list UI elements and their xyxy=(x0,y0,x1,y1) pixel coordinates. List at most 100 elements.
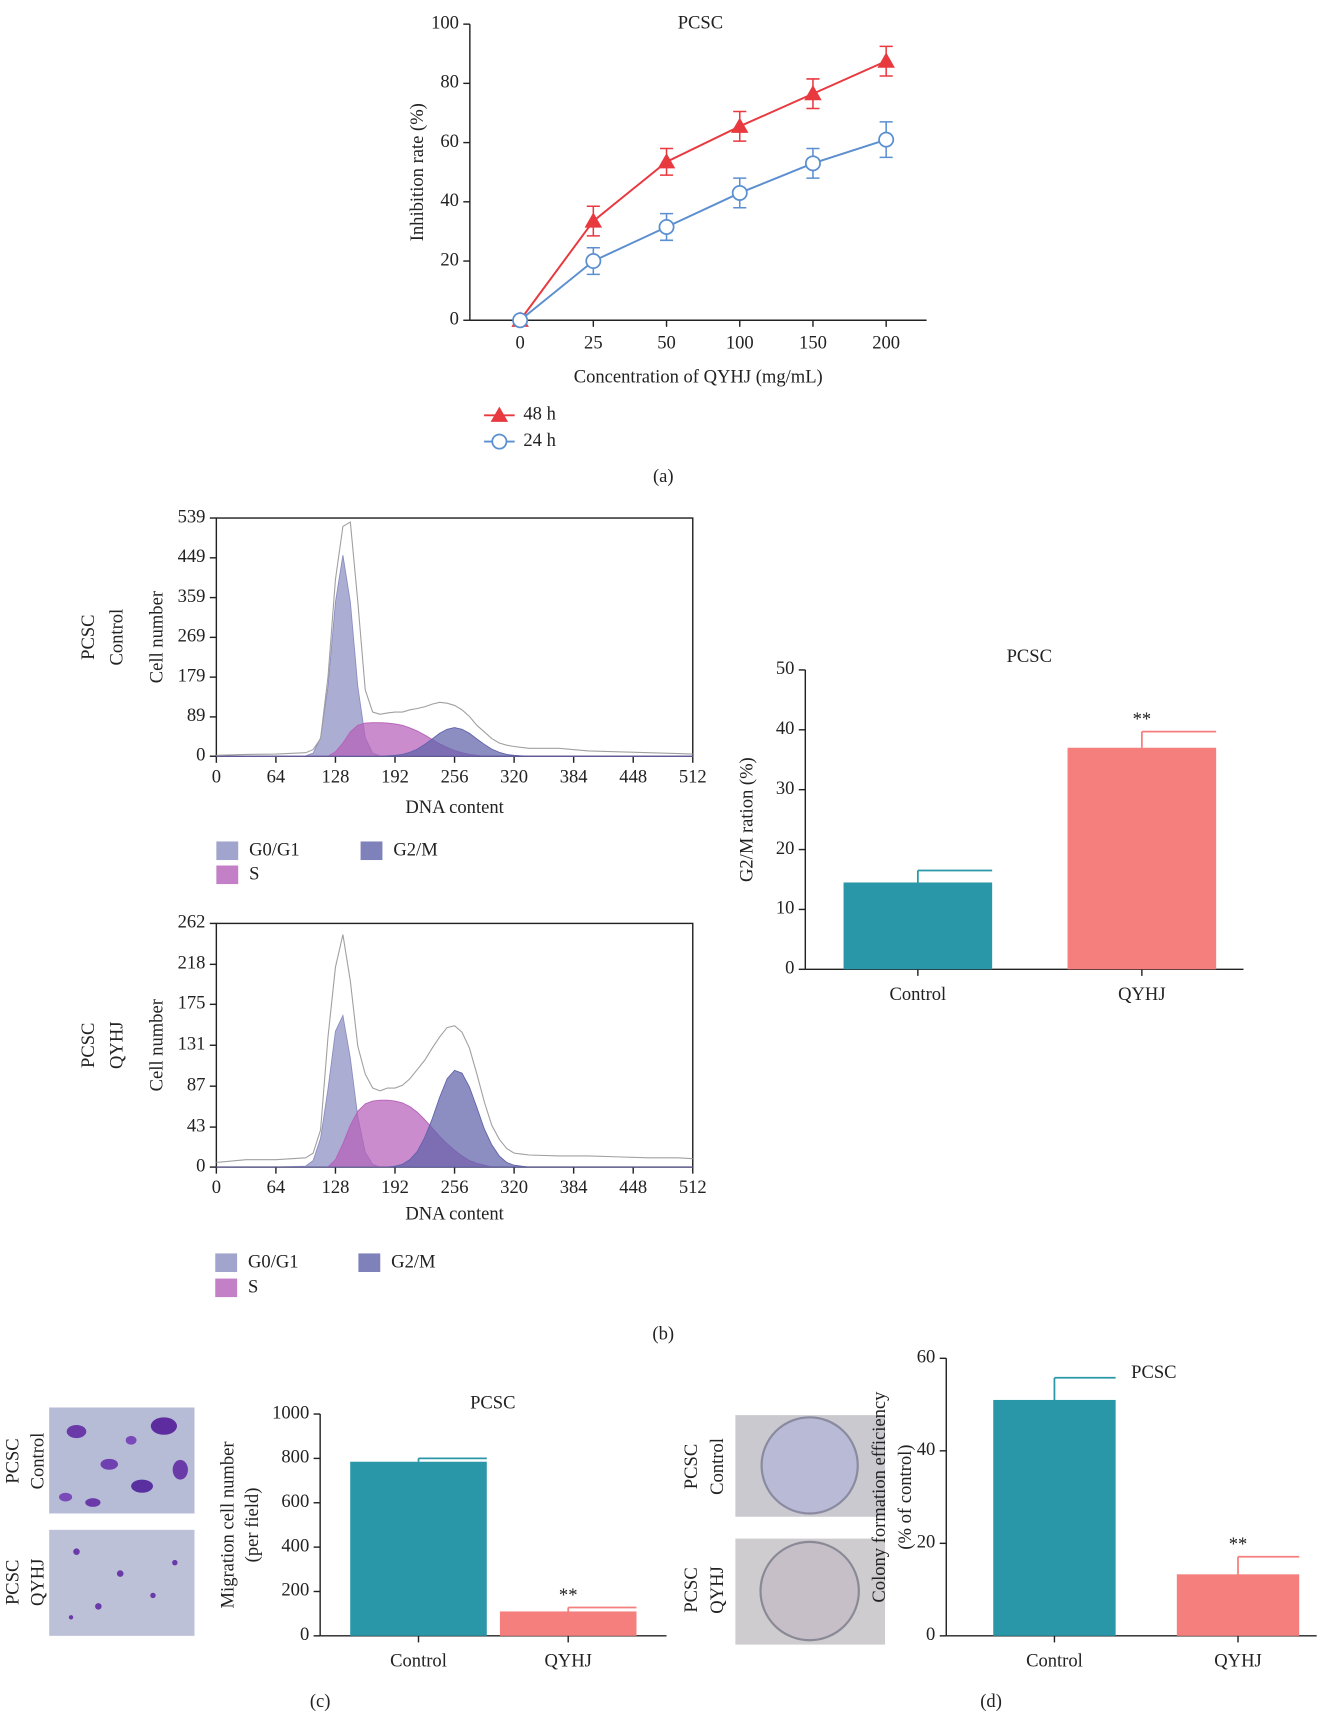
y-tick-label: 87 xyxy=(187,1074,206,1095)
error-bar xyxy=(1054,1378,1115,1400)
x-tick-label: Control xyxy=(889,984,946,1005)
legend-label: G0/G1 xyxy=(248,1252,299,1273)
x-tick-label: QYHJ xyxy=(1214,1650,1261,1671)
component-area xyxy=(216,555,692,756)
image-label: Control xyxy=(707,1438,728,1495)
point xyxy=(806,156,820,170)
y-axis-label: Migration cell number xyxy=(218,1441,239,1609)
point xyxy=(804,85,821,100)
error-bar xyxy=(1142,732,1216,748)
significance-label: ** xyxy=(1229,1534,1248,1555)
y-tick-label: 20 xyxy=(440,249,459,270)
bar xyxy=(1068,748,1217,970)
y-tick-label: 218 xyxy=(178,953,206,974)
significance-label: ** xyxy=(559,1585,578,1606)
y-tick-label: 40 xyxy=(776,718,795,739)
x-tick-label: 200 xyxy=(872,333,900,354)
y-tick-label: 175 xyxy=(178,993,206,1014)
y-tick-label: 0 xyxy=(450,309,459,330)
y-tick-label: 269 xyxy=(178,626,206,647)
caption: (c) xyxy=(310,1691,331,1712)
y-tick-label: 10 xyxy=(776,898,795,919)
bar xyxy=(993,1400,1115,1636)
legend-label: S xyxy=(248,1277,258,1298)
legend-label: G0/G1 xyxy=(249,840,300,861)
x-tick-label: QYHJ xyxy=(544,1650,591,1671)
legend-swatch xyxy=(215,1253,237,1272)
image-label: PCSC xyxy=(2,1438,23,1483)
significance-label: ** xyxy=(1133,709,1152,730)
y-tick-label: 200 xyxy=(281,1580,309,1601)
x-tick-label: 128 xyxy=(322,766,350,787)
x-tick-label: 50 xyxy=(657,333,676,354)
bar xyxy=(1177,1574,1299,1636)
x-axis-label: DNA content xyxy=(405,797,504,818)
x-tick-label: 320 xyxy=(500,766,528,787)
point xyxy=(879,133,893,147)
x-tick-label: 25 xyxy=(584,333,603,354)
x-tick-label: 384 xyxy=(560,766,588,787)
x-tick-label: 0 xyxy=(515,333,524,354)
x-tick-label: 64 xyxy=(267,766,286,787)
y-tick-label: 30 xyxy=(776,778,795,799)
x-tick-label: 128 xyxy=(322,1177,350,1198)
legend-swatch xyxy=(215,1279,237,1298)
chart-title: PCSC xyxy=(470,1392,515,1413)
chart-title: PCSC xyxy=(678,12,723,33)
legend-marker xyxy=(491,407,508,422)
component-area xyxy=(216,1070,692,1167)
x-tick-label: 256 xyxy=(441,766,469,787)
legend-label: G2/M xyxy=(391,1252,435,1273)
y-tick-label: 100 xyxy=(431,12,459,33)
y-tick-label: 40 xyxy=(440,190,459,211)
caption: (b) xyxy=(652,1324,674,1345)
migration-image-qyhj xyxy=(49,1530,194,1636)
series-line xyxy=(520,140,886,321)
y-tick-label: 80 xyxy=(440,72,459,93)
bar xyxy=(844,882,993,969)
plot-frame xyxy=(216,518,692,756)
y-axis-label: Cell number xyxy=(147,590,168,683)
x-tick-label: 256 xyxy=(441,1177,469,1198)
y-tick-label: 1000 xyxy=(272,1402,309,1423)
side-label: QYHJ xyxy=(106,1022,127,1069)
y-axis-label: Cell number xyxy=(147,998,168,1091)
y-tick-label: 60 xyxy=(440,131,459,152)
image-label: Control xyxy=(28,1433,49,1490)
x-tick-label: 448 xyxy=(619,1177,647,1198)
y-tick-label: 50 xyxy=(776,658,795,679)
legend-label: S xyxy=(249,864,259,885)
y-tick-label: 262 xyxy=(178,912,206,933)
point xyxy=(658,153,675,168)
y-tick-label: 600 xyxy=(281,1491,309,1512)
y-tick-label: 539 xyxy=(178,506,206,527)
series-line xyxy=(520,61,886,320)
y-tick-label: 20 xyxy=(776,838,795,859)
error-bar xyxy=(918,871,992,883)
point xyxy=(585,212,602,227)
y-tick-label: 400 xyxy=(281,1535,309,1556)
legend-swatch xyxy=(361,841,383,860)
legend-label: G2/M xyxy=(393,840,437,861)
y-axis-label: Colony formation efficiency xyxy=(869,1391,890,1603)
y-tick-label: 40 xyxy=(917,1439,936,1460)
y-tick-label: 0 xyxy=(785,958,794,979)
y-tick-label: 20 xyxy=(917,1532,936,1553)
bar xyxy=(500,1611,637,1635)
figure: 0204060801000255010015020048 h24 hPCSCIn… xyxy=(0,0,1344,1719)
y-tick-label: 89 xyxy=(187,705,206,726)
x-tick-label: 64 xyxy=(267,1177,286,1198)
y-tick-label: 359 xyxy=(178,586,206,607)
error-bar xyxy=(418,1458,486,1461)
side-label: PCSC xyxy=(78,1023,99,1068)
error-bar xyxy=(1238,1557,1299,1575)
y-tick-label: 800 xyxy=(281,1447,309,1468)
legend-swatch xyxy=(216,866,238,885)
image-label: PCSC xyxy=(681,1567,702,1612)
y-tick-label: 0 xyxy=(196,745,205,766)
point xyxy=(513,313,527,327)
side-label: PCSC xyxy=(78,614,99,659)
x-tick-label: Control xyxy=(390,1650,447,1671)
x-tick-label: 448 xyxy=(619,766,647,787)
y-tick-label: 60 xyxy=(917,1347,936,1368)
